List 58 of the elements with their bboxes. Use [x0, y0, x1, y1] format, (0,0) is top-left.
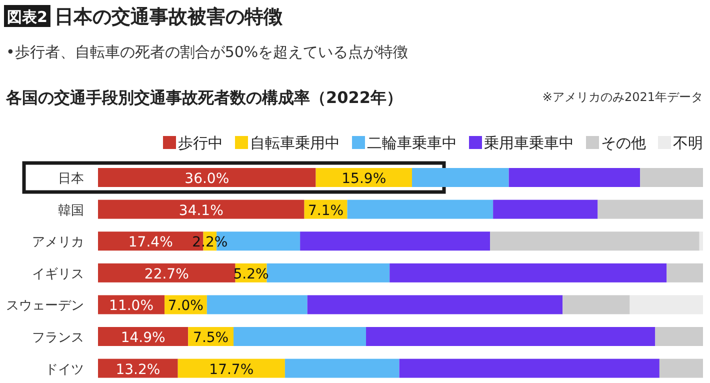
bar	[490, 232, 700, 251]
y-tick-label: 韓国	[58, 203, 84, 218]
bar	[508, 168, 640, 187]
legend-label: 不明	[673, 134, 703, 152]
data-label: 15.9%	[342, 171, 386, 187]
data-label: 14.9%	[120, 330, 166, 346]
data-label: 2.2%	[192, 234, 228, 251]
legend-label: 自転車乗用中	[250, 134, 340, 152]
data-label: 17.4%	[128, 234, 173, 251]
bar	[347, 200, 494, 219]
data-label: 11.0%	[109, 298, 154, 314]
bar	[366, 327, 656, 346]
legend-label: 歩行中	[178, 134, 223, 152]
bar	[399, 358, 660, 378]
chart-title: 日本の交通事故被害の特徴	[54, 6, 284, 28]
legend-label: その他	[601, 134, 646, 152]
data-label: 36.0%	[184, 171, 230, 187]
text: 図表2	[7, 8, 48, 26]
chart-subtitle: •歩行者、自転車の死者の割合が50%を超えている点が特徴	[6, 43, 408, 61]
y-tick-label: フランス	[32, 330, 84, 346]
bar	[206, 295, 308, 314]
legend-label: 二輪車乗車中	[367, 134, 457, 152]
data-label: 34.1%	[178, 202, 224, 219]
data-label: 7.1%	[308, 202, 344, 219]
y-tick-label: イギリス	[32, 266, 84, 282]
bar	[630, 295, 703, 314]
legend-label: 乗用車乗車中	[484, 134, 574, 152]
bar	[562, 295, 630, 314]
bar	[640, 168, 703, 187]
bar	[234, 327, 366, 346]
y-tick-label: スウェーデン	[6, 298, 84, 314]
bar	[300, 232, 490, 251]
bar	[266, 263, 390, 282]
bar	[659, 358, 703, 378]
bar	[284, 358, 400, 378]
data-label: 13.2%	[116, 362, 160, 378]
bar	[666, 263, 703, 282]
data-label: 7.0%	[168, 298, 204, 314]
data-label: 17.7%	[209, 362, 254, 378]
bar	[699, 232, 703, 251]
bar	[98, 200, 304, 219]
text: ※アメリカのみ2021年データ	[542, 90, 703, 104]
text: 各国の交通手段別交通事故死者数の構成率（2022年）	[5, 88, 403, 107]
bar	[655, 327, 703, 346]
bar	[598, 200, 703, 219]
bar	[412, 168, 509, 187]
bar	[316, 168, 412, 187]
bar	[98, 263, 236, 282]
y-tick-label: ドイツ	[45, 362, 84, 378]
bar	[98, 168, 316, 187]
y-tick-label: アメリカ	[32, 235, 84, 250]
y-tick-label: 日本	[58, 172, 84, 186]
bar	[178, 358, 285, 378]
bar	[493, 200, 598, 219]
bar	[307, 295, 563, 314]
data-label: 7.5%	[193, 330, 229, 346]
bar	[390, 263, 667, 282]
data-label: 22.7%	[144, 266, 189, 282]
